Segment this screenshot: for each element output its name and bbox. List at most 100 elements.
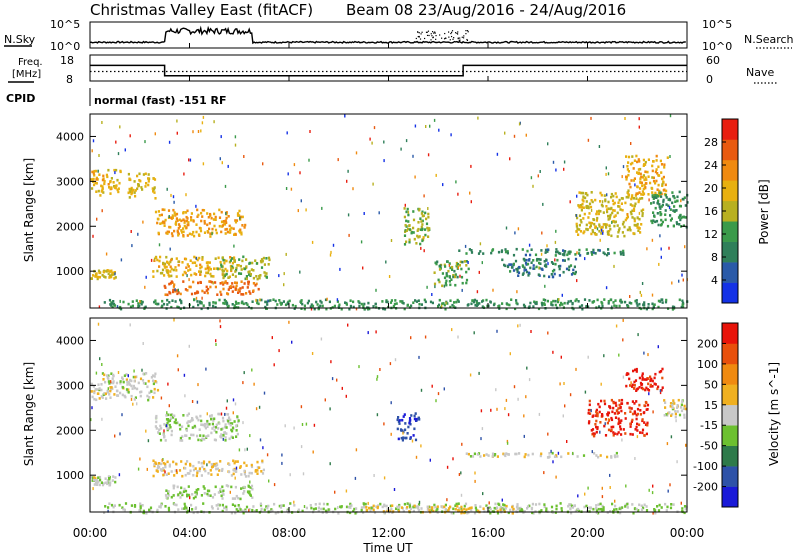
heatmap-cell	[290, 187, 293, 191]
heatmap-cell	[597, 507, 600, 511]
heatmap-cell	[636, 226, 639, 229]
heatmap-cell	[453, 269, 456, 273]
heatmap-cell	[239, 497, 242, 501]
heatmap-cell	[189, 259, 192, 262]
heatmap-cell	[229, 490, 231, 494]
heatmap-cell	[186, 209, 189, 213]
heatmap-cell	[251, 508, 254, 512]
heatmap-cell	[152, 474, 155, 478]
heatmap-cell	[177, 306, 180, 309]
heatmap-cell	[602, 223, 605, 226]
heatmap-cell	[110, 304, 113, 307]
heatmap-cell	[191, 426, 194, 429]
heatmap-cell	[595, 410, 598, 413]
heatmap-cell	[621, 251, 625, 255]
heatmap-cell	[485, 298, 488, 302]
heatmap-cell	[168, 282, 171, 286]
heatmap-cell	[193, 261, 197, 264]
heatmap-cell	[113, 393, 116, 396]
heatmap-cell	[523, 455, 526, 459]
heatmap-cell	[592, 434, 596, 438]
heatmap-cell	[152, 379, 155, 383]
heatmap-cell	[502, 503, 505, 506]
heatmap-cell	[110, 269, 113, 273]
heatmap-cell	[203, 222, 206, 225]
heatmap-cell	[165, 424, 168, 428]
heatmap-cell	[248, 290, 251, 293]
heatmap-cell	[559, 502, 562, 505]
heatmap-cell	[260, 507, 263, 511]
heatmap-cell	[129, 305, 133, 309]
heatmap-cell	[246, 303, 249, 306]
freq-tick-bottom: 8	[66, 73, 73, 86]
heatmap-cell	[537, 273, 540, 276]
heatmap-cell	[560, 509, 563, 513]
heatmap-cell	[161, 268, 165, 272]
heatmap-cell	[218, 298, 221, 302]
heatmap-cell	[218, 469, 221, 472]
heatmap-cell	[97, 476, 100, 479]
heatmap-cell	[455, 180, 457, 184]
heatmap-cell	[121, 386, 125, 389]
heatmap-cell	[90, 418, 92, 422]
heatmap-cell	[655, 168, 658, 171]
heatmap-cell	[108, 186, 111, 189]
heatmap-cell	[493, 506, 496, 510]
heatmap-cell	[640, 504, 643, 508]
heatmap-cell	[169, 247, 171, 251]
heatmap-cell	[239, 272, 243, 275]
heatmap-cell	[651, 293, 654, 297]
heatmap-cell	[164, 439, 167, 442]
heatmap-cell	[463, 504, 466, 508]
heatmap-cell	[201, 208, 204, 212]
heatmap-cell	[221, 268, 224, 272]
heatmap-cell	[220, 293, 223, 296]
heatmap-cell	[560, 507, 563, 510]
heatmap-cell	[204, 426, 207, 430]
heatmap-cell	[665, 189, 668, 193]
heatmap-cell	[205, 289, 208, 292]
heatmap-cell	[448, 280, 451, 283]
heatmap-cell	[278, 299, 281, 302]
heatmap-cell	[101, 417, 103, 421]
heatmap-cell	[175, 462, 178, 466]
heatmap-cell	[631, 503, 634, 506]
heatmap-cell	[466, 304, 469, 307]
heatmap-cell	[198, 300, 201, 303]
heatmap-cell	[233, 256, 236, 259]
heatmap-cell	[196, 300, 199, 303]
heatmap-cell	[478, 270, 480, 274]
heatmap-cell	[390, 239, 393, 242]
heatmap-cell	[208, 460, 211, 464]
heatmap-cell	[289, 473, 291, 477]
heatmap-cell	[564, 404, 566, 408]
heatmap-cell	[629, 425, 632, 428]
heatmap-cell	[657, 195, 660, 198]
heatmap-cell	[130, 188, 133, 191]
heatmap-cell	[233, 467, 236, 471]
heatmap-cell	[649, 181, 652, 185]
heatmap-cell	[186, 289, 189, 292]
heatmap-cell	[664, 218, 667, 222]
heatmap-cell	[478, 302, 481, 305]
heatmap-cell	[627, 173, 630, 177]
heatmap-cell	[128, 177, 131, 181]
heatmap-cell	[574, 257, 578, 261]
heatmap-cell	[492, 303, 496, 307]
heatmap-cell	[588, 506, 591, 509]
heatmap-cell	[196, 491, 198, 495]
heatmap-cell	[226, 282, 229, 285]
heatmap-cell	[664, 183, 667, 187]
heatmap-cell	[625, 175, 628, 179]
heatmap-cell	[373, 474, 375, 477]
heatmap-cell	[132, 402, 134, 406]
heatmap-cell	[595, 419, 598, 423]
heatmap-cell	[99, 478, 102, 482]
heatmap-region	[220, 255, 271, 281]
heatmap-cell	[595, 511, 598, 514]
heatmap-cell	[222, 275, 225, 278]
heatmap-cell	[451, 328, 453, 332]
heatmap-cell	[352, 187, 354, 191]
heatmap-cell	[385, 300, 388, 304]
